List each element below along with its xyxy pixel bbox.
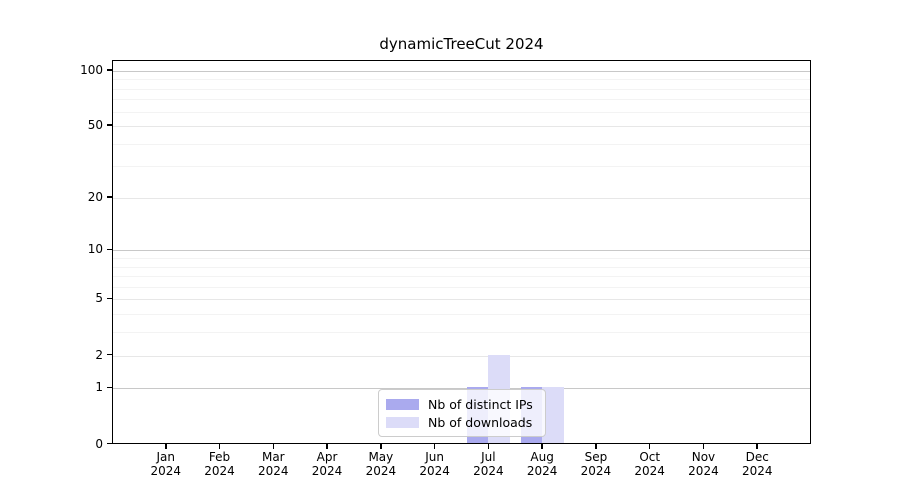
- year-label-line: 2024: [526, 463, 558, 478]
- gridline-minor: [113, 143, 810, 145]
- y-axis-tick-mark: [107, 297, 112, 300]
- x-axis-tick-mark: [756, 444, 758, 449]
- gridline-5: [113, 299, 810, 301]
- y-axis-tick-mark: [107, 353, 112, 356]
- year-label-line: 2024: [580, 463, 612, 478]
- x-axis-tick-label: Dec 2024: [725, 450, 789, 478]
- plot-area: [112, 60, 811, 444]
- x-axis-tick-mark: [487, 444, 490, 449]
- legend-label: Nb of downloads: [428, 414, 533, 430]
- month-label-line: Jul: [481, 450, 496, 464]
- y-axis-tick-label: 1: [95, 380, 103, 395]
- month-label-line: Sep: [584, 450, 608, 464]
- gridline-20: [113, 197, 810, 199]
- y-axis-tick-mark: [107, 248, 112, 251]
- gridline-10: [113, 250, 810, 252]
- gridline-minor: [113, 88, 810, 90]
- x-axis-tick-label: Aug 2024: [510, 450, 574, 478]
- gridline-minor: [113, 276, 810, 278]
- legend: Nb of distinct IPs Nb of downloads: [378, 389, 546, 437]
- year-label-line: 2024: [419, 463, 450, 478]
- gridline-50: [113, 126, 810, 128]
- x-axis-tick-mark: [541, 444, 543, 449]
- y-axis-tick-label: 0: [95, 436, 103, 451]
- x-axis-tick-label: Feb 2024: [188, 450, 252, 478]
- year-label-line: 2024: [258, 463, 289, 478]
- gridline-minor: [113, 166, 810, 168]
- gridline-minor: [113, 99, 810, 101]
- gridline-2: [113, 355, 810, 357]
- x-axis-tick-mark: [272, 444, 275, 449]
- month-label-line: Jan: [156, 450, 176, 464]
- month-label-line: Aug: [530, 450, 554, 464]
- x-axis-tick-mark: [648, 444, 651, 449]
- y-axis-tick-label: 100: [80, 62, 103, 77]
- gridline-minor: [113, 332, 810, 334]
- month-label-line: Nov: [691, 450, 716, 464]
- month-label-line: Dec: [745, 450, 769, 464]
- y-axis-tick-mark: [107, 69, 112, 71]
- month-label-line: Oct: [639, 450, 661, 464]
- chart-title: dynamicTreeCut 2024: [379, 35, 544, 53]
- year-label-line: 2024: [150, 463, 182, 478]
- x-axis-tick-label: Nov 2024: [671, 450, 735, 478]
- y-axis-tick-label: 10: [87, 242, 103, 257]
- x-axis-tick-mark: [595, 444, 597, 449]
- gridline-minor: [113, 79, 810, 81]
- x-axis-tick-mark: [380, 444, 382, 449]
- legend-item-downloads: Nb of downloads: [386, 415, 537, 430]
- month-label-line: May: [368, 450, 394, 464]
- month-label-line: Mar: [261, 450, 285, 464]
- bar-downloads-aug: [542, 387, 564, 444]
- gridline-minor: [113, 258, 810, 260]
- year-label-line: 2024: [311, 463, 343, 478]
- legend-swatch-icon: [386, 416, 419, 428]
- month-label-line: Jun: [425, 450, 444, 464]
- gridline-minor: [113, 314, 810, 316]
- gridline-1: [113, 388, 810, 390]
- legend-item-distinct-ips: Nb of distinct IPs: [386, 397, 537, 412]
- year-label-line: 2024: [688, 463, 719, 478]
- x-axis-tick-label: May 2024: [349, 450, 413, 478]
- y-axis-tick-mark: [107, 196, 112, 198]
- x-axis-tick-mark: [165, 444, 167, 449]
- gridline-100: [113, 70, 810, 72]
- x-axis-tick-label: Jun 2024: [403, 450, 467, 478]
- year-label-line: 2024: [634, 463, 665, 478]
- x-axis-tick-label: Sep 2024: [564, 450, 628, 478]
- year-label-line: 2024: [741, 463, 773, 478]
- year-label-line: 2024: [473, 463, 504, 478]
- gridline-minor: [113, 111, 810, 113]
- x-axis-tick-label: Jan 2024: [134, 450, 198, 478]
- x-axis-tick-label: Jul 2024: [456, 450, 520, 478]
- x-axis-tick-mark: [218, 444, 221, 449]
- legend-label: Nb of distinct IPs: [428, 396, 533, 412]
- month-label-line: Apr: [316, 450, 338, 464]
- y-axis-tick-mark: [107, 386, 112, 389]
- y-axis-tick-label: 5: [95, 291, 103, 306]
- y-axis-tick-mark: [107, 124, 112, 126]
- year-label-line: 2024: [365, 463, 397, 478]
- x-axis-tick-label: Apr 2024: [295, 450, 359, 478]
- legend-swatch-icon: [386, 398, 419, 410]
- y-axis-tick-label: 20: [87, 189, 103, 204]
- y-axis-tick-mark: [107, 442, 112, 445]
- gridline-minor: [113, 286, 810, 288]
- x-axis-tick-mark: [702, 444, 705, 449]
- x-axis-tick-label: Oct 2024: [618, 450, 682, 478]
- month-label-line: Feb: [208, 450, 231, 464]
- gridline-minor: [113, 266, 810, 268]
- y-axis-tick-label: 50: [87, 118, 103, 133]
- x-axis-tick-label: Mar 2024: [241, 450, 305, 478]
- x-axis-tick-mark: [326, 444, 328, 449]
- y-axis-tick-label: 2: [95, 347, 103, 362]
- x-axis-tick-mark: [433, 444, 436, 449]
- year-label-line: 2024: [204, 463, 235, 478]
